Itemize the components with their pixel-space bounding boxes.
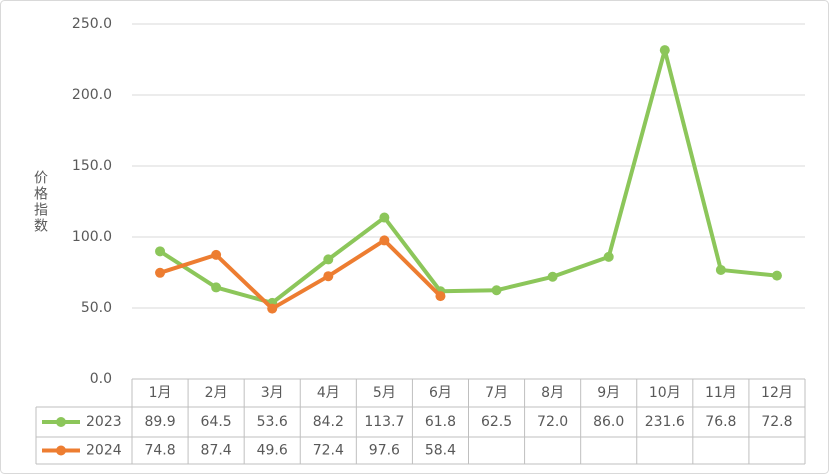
table-value: 61.8 — [425, 414, 456, 430]
legend-marker — [56, 417, 66, 427]
table-value: 76.8 — [705, 414, 736, 430]
y-tick-label: 100.0 — [72, 229, 112, 245]
y-tick-label: 200.0 — [72, 87, 112, 103]
legend-marker — [56, 445, 66, 456]
data-point — [211, 249, 222, 260]
data-point — [659, 45, 670, 56]
table-value: 53.6 — [257, 414, 288, 430]
legend-label: 2023 — [86, 414, 122, 430]
table-value: 84.2 — [313, 414, 344, 430]
y-axis-label: 价格指数 — [32, 170, 48, 234]
table-value: 72.0 — [537, 414, 568, 430]
y-tick-label: 150.0 — [72, 158, 112, 174]
x-tick-label: 12月 — [761, 385, 793, 401]
data-point — [211, 282, 222, 293]
table-value: 72.4 — [313, 443, 344, 459]
x-tick-label: 6月 — [429, 385, 452, 401]
table-value: 231.6 — [645, 414, 685, 430]
x-tick-label: 7月 — [485, 385, 508, 401]
series-line — [159, 238, 442, 311]
x-tick-label: 3月 — [261, 385, 284, 401]
data-point — [155, 267, 166, 278]
data-point — [323, 254, 334, 265]
data-point — [267, 303, 278, 314]
data-point — [379, 212, 390, 223]
legend-label: 2024 — [86, 443, 122, 459]
table-value: 49.6 — [257, 443, 288, 459]
table-value: 86.0 — [593, 414, 624, 430]
data-point — [491, 285, 502, 296]
data-point — [379, 235, 390, 246]
x-tick-label: 11月 — [705, 385, 737, 401]
table-value: 72.8 — [761, 414, 792, 430]
y-tick-label: 0.0 — [90, 371, 112, 387]
table-value: 74.8 — [144, 443, 175, 459]
table-value: 64.5 — [201, 414, 232, 430]
table-value: 58.4 — [425, 443, 456, 459]
table-value: 97.6 — [369, 443, 400, 459]
y-tick-label: 50.0 — [81, 300, 112, 316]
x-tick-label: 4月 — [317, 385, 340, 401]
data-point — [547, 271, 558, 282]
table-value: 89.9 — [144, 414, 175, 430]
x-tick-label: 1月 — [149, 385, 172, 401]
table-value: 87.4 — [201, 443, 232, 459]
data-point — [603, 251, 614, 262]
data-point — [155, 246, 166, 257]
x-tick-label: 5月 — [373, 385, 396, 401]
data-point — [715, 264, 726, 275]
data-point — [323, 271, 334, 282]
x-tick-label: 10月 — [649, 385, 681, 401]
x-tick-label: 2月 — [205, 385, 228, 401]
data-point — [435, 291, 446, 302]
table-value: 113.7 — [364, 414, 404, 430]
data-point — [771, 270, 782, 281]
y-tick-label: 250.0 — [72, 16, 112, 32]
x-tick-label: 8月 — [541, 385, 564, 401]
table-value: 62.5 — [481, 414, 512, 430]
x-tick-label: 9月 — [597, 385, 620, 401]
